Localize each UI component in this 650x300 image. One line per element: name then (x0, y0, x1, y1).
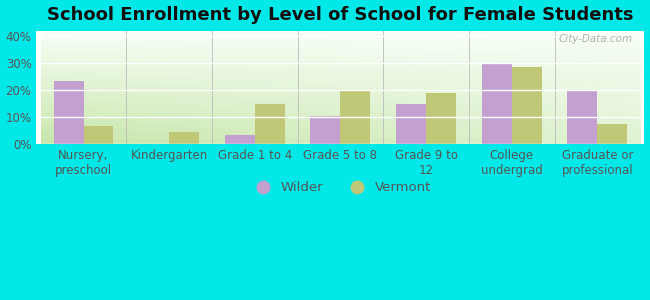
Bar (512, 67, 541, 144)
Bar (396, 103, 426, 144)
Text: City-Data.com: City-Data.com (558, 34, 632, 44)
Legend: Wilder, Vermont: Wilder, Vermont (244, 176, 437, 200)
Bar (341, 92, 370, 144)
Bar (83, 127, 114, 144)
Bar (597, 124, 627, 144)
Bar (225, 134, 255, 144)
Bar (169, 132, 199, 144)
Bar (255, 103, 285, 144)
Bar (482, 63, 512, 144)
Title: School Enrollment by Level of School for Female Students: School Enrollment by Level of School for… (47, 6, 634, 24)
Bar (311, 116, 341, 144)
Bar (426, 93, 456, 144)
Bar (53, 81, 83, 144)
Bar (567, 92, 597, 144)
